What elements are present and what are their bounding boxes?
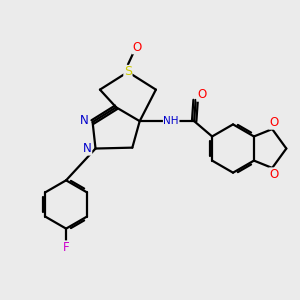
Text: O: O [197, 88, 206, 101]
Text: S: S [124, 65, 132, 79]
Text: N: N [80, 114, 89, 127]
Text: O: O [269, 168, 278, 181]
Text: F: F [63, 241, 69, 254]
Text: NH: NH [164, 116, 179, 126]
Text: O: O [269, 116, 278, 129]
Text: N: N [83, 142, 92, 155]
Text: O: O [132, 41, 141, 54]
